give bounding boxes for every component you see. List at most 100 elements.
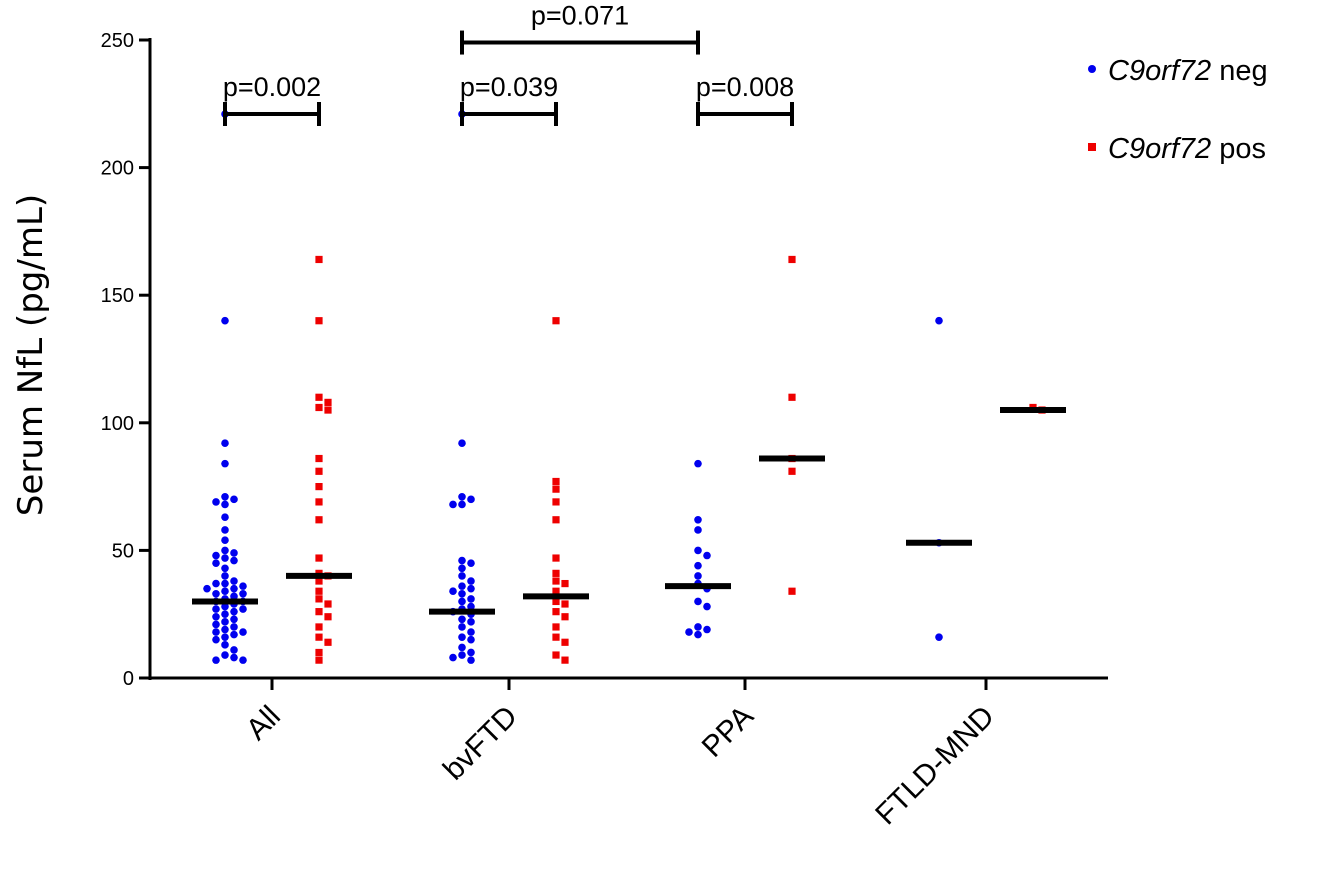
data-point-neg xyxy=(212,605,220,613)
data-point-pos xyxy=(315,454,323,463)
data-point-neg xyxy=(221,602,229,611)
data-point-neg xyxy=(458,623,466,631)
data-point-pos xyxy=(788,587,796,595)
y-axis-title: Serum NfL (pg/mL) xyxy=(11,194,51,516)
data-point-neg xyxy=(230,549,238,557)
data-point-pos xyxy=(561,638,569,646)
data-point-neg xyxy=(467,618,475,626)
median-lines xyxy=(192,407,1066,615)
data-point-neg xyxy=(467,495,475,504)
x-tick-label: All xyxy=(240,700,287,747)
data-point-pos xyxy=(552,651,560,659)
data-point-neg xyxy=(458,597,466,606)
significance-bracket: p=0.039 xyxy=(460,72,558,127)
p-value-label: p=0.039 xyxy=(460,72,558,102)
data-point-pos xyxy=(315,498,323,506)
data-point-neg xyxy=(703,551,711,560)
data-point-neg xyxy=(230,556,238,565)
legend-label: C9orf72 pos xyxy=(1108,133,1266,165)
data-point-neg xyxy=(230,607,238,616)
data-point-neg xyxy=(230,630,238,639)
p-value-label: p=0.071 xyxy=(531,1,629,31)
data-point-pos xyxy=(315,608,323,616)
data-point-neg xyxy=(467,577,475,585)
data-point-pos xyxy=(561,656,569,664)
data-point-pos xyxy=(315,516,323,524)
data-point-neg xyxy=(467,656,475,664)
data-point-neg xyxy=(221,564,229,573)
data-point-pos xyxy=(324,638,332,646)
data-point-pos xyxy=(788,255,796,264)
y-tick-label: 0 xyxy=(123,668,134,690)
data-point-pos xyxy=(552,485,560,493)
data-point-pos xyxy=(561,600,569,608)
data-point-pos xyxy=(315,393,323,401)
data-point-neg xyxy=(212,628,220,636)
data-point-neg xyxy=(212,498,220,506)
data-point-neg xyxy=(221,625,229,634)
data-point-neg xyxy=(239,656,247,664)
data-point-neg xyxy=(694,546,702,555)
significance-bracket: p=0.008 xyxy=(696,72,794,127)
data-point-neg xyxy=(212,656,220,664)
data-point-pos xyxy=(552,516,560,524)
data-point-neg xyxy=(212,579,220,588)
data-point-pos xyxy=(561,579,569,588)
data-point-pos xyxy=(552,633,560,641)
data-point-neg xyxy=(694,630,702,639)
data-point-pos xyxy=(315,587,323,595)
data-point-neg xyxy=(221,546,229,555)
data-point-pos xyxy=(315,648,323,657)
data-point-neg xyxy=(212,612,220,621)
data-point-neg xyxy=(458,643,466,652)
data-point-neg xyxy=(221,579,229,588)
data-point-neg xyxy=(467,628,475,636)
data-point-neg xyxy=(230,615,238,624)
data-point-neg xyxy=(458,651,466,659)
p-value-label: p=0.008 xyxy=(696,72,794,102)
data-point-neg xyxy=(449,500,457,509)
data-point-neg xyxy=(221,526,229,534)
data-point-pos xyxy=(788,467,796,475)
data-point-neg xyxy=(221,316,229,325)
data-point-neg xyxy=(221,459,229,468)
data-point-neg xyxy=(212,551,220,560)
data-point-neg xyxy=(221,633,229,641)
data-point-neg xyxy=(458,564,466,573)
legend-label: C9orf72 neg xyxy=(1108,55,1268,87)
data-point-neg xyxy=(212,620,220,629)
data-point-pos xyxy=(552,317,560,325)
data-point-pos xyxy=(552,587,560,595)
x-tick-label: FTLD-MND xyxy=(869,700,1001,832)
data-point-neg xyxy=(239,605,247,613)
data-point-neg xyxy=(458,615,466,624)
data-point-pos xyxy=(315,656,323,664)
data-point-neg xyxy=(239,582,247,590)
data-point-neg xyxy=(221,587,229,596)
data-point-pos xyxy=(552,608,560,616)
data-point-pos xyxy=(552,623,560,631)
data-point-neg xyxy=(467,602,475,611)
data-point-neg xyxy=(449,653,457,662)
data-point-neg xyxy=(221,439,229,448)
significance-bracket: p=0.002 xyxy=(223,72,321,127)
data-point-pos xyxy=(552,577,560,585)
data-point-neg xyxy=(935,316,943,325)
data-point-neg xyxy=(221,536,229,544)
data-point-neg xyxy=(230,623,238,631)
data-point-neg xyxy=(221,618,229,626)
y-tick-label: 100 xyxy=(101,413,134,435)
data-point-neg xyxy=(230,646,238,654)
data-point-neg xyxy=(239,628,247,636)
significance-brackets: p=0.002 p=0.039 p=0.008 p=0.071 xyxy=(223,1,794,127)
data-point-neg xyxy=(212,559,220,567)
data-point-pos xyxy=(552,597,560,606)
legend: C9orf72 neg C9orf72 pos xyxy=(1088,55,1268,165)
significance-bracket: p=0.071 xyxy=(460,1,700,55)
data-point-neg xyxy=(449,587,457,596)
data-point-pos xyxy=(315,467,323,475)
data-point-neg xyxy=(458,500,466,509)
data-point-neg xyxy=(458,582,466,590)
data-point-neg xyxy=(458,556,466,565)
